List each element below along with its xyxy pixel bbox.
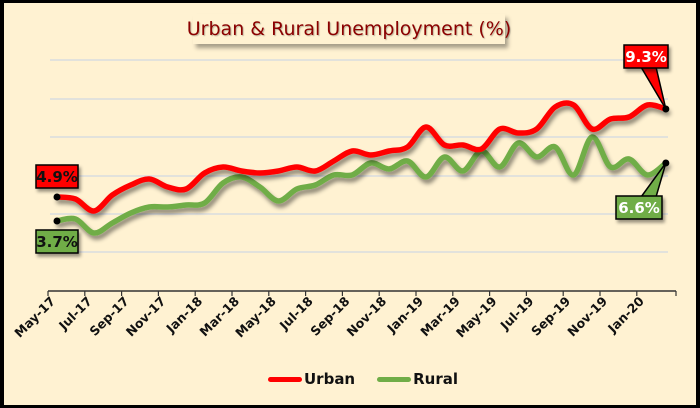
series-lines bbox=[54, 100, 669, 236]
endpoint-marker bbox=[53, 193, 61, 201]
chart-title-box: Urban & Rural Unemployment (%) bbox=[187, 14, 511, 44]
chart-title: Urban & Rural Unemployment (%) bbox=[186, 18, 512, 40]
svg-text:9.3%: 9.3% bbox=[625, 48, 667, 66]
urban-swatch-icon bbox=[268, 376, 302, 382]
legend-item-rural: Rural bbox=[377, 370, 458, 388]
series-line-rural bbox=[54, 134, 669, 236]
callout-rural-end: 6.6% bbox=[615, 195, 663, 220]
svg-text:4.9%: 4.9% bbox=[36, 168, 78, 186]
x-tick-label: Jan-20 bbox=[604, 293, 647, 336]
callout-rural-start: 3.7% bbox=[35, 229, 79, 254]
rural-swatch-icon bbox=[377, 376, 412, 382]
series-line-urban bbox=[54, 100, 669, 214]
x-tick-label: Nov-19 bbox=[564, 294, 610, 340]
x-tick-label: May-17 bbox=[11, 294, 58, 341]
svg-text:6.6%: 6.6% bbox=[618, 199, 660, 217]
x-tick-label: May-18 bbox=[232, 294, 279, 341]
x-tick-labels: May-17Jul-17Sep-17Nov-17Jan-18Mar-18May-… bbox=[11, 293, 647, 340]
callout-urban-start: 4.9% bbox=[35, 164, 79, 189]
x-axis bbox=[47, 290, 677, 296]
endpoint-marker bbox=[662, 159, 670, 167]
endpoint-marker bbox=[662, 105, 670, 113]
legend: Urban Rural bbox=[268, 370, 458, 388]
callout-urban-end: 9.3% bbox=[623, 44, 669, 69]
x-tick-label: May-19 bbox=[453, 294, 500, 341]
x-tick-label: Nov-18 bbox=[344, 294, 390, 340]
legend-label-urban: Urban bbox=[304, 370, 356, 388]
endpoint-marker bbox=[53, 217, 61, 225]
svg-text:3.7%: 3.7% bbox=[36, 233, 78, 251]
gridlines bbox=[50, 59, 668, 253]
chart-frame bbox=[4, 3, 696, 405]
x-tick-label: Nov-17 bbox=[123, 294, 169, 340]
data-callouts: 4.9% 3.7% 9.3% 6.6% bbox=[35, 44, 670, 254]
legend-label-rural: Rural bbox=[413, 370, 459, 388]
legend-item-urban: Urban bbox=[268, 370, 355, 388]
